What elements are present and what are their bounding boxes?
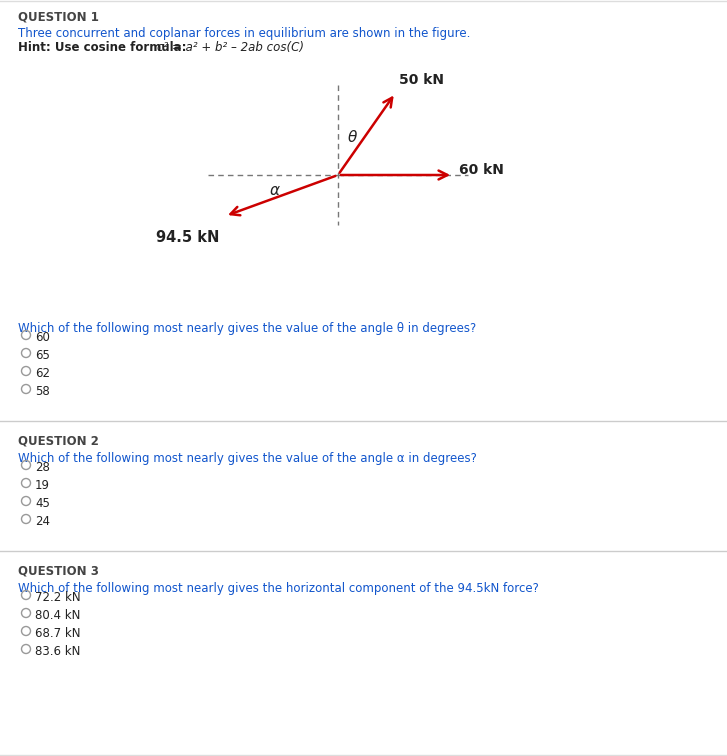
Text: QUESTION 2: QUESTION 2 — [18, 434, 99, 447]
Text: QUESTION 1: QUESTION 1 — [18, 11, 99, 24]
Text: 83.6 kN: 83.6 kN — [35, 645, 81, 658]
Text: 68.7 kN: 68.7 kN — [35, 627, 81, 640]
Text: Hint: Use cosine formula:: Hint: Use cosine formula: — [18, 41, 190, 54]
Text: Which of the following most nearly gives the value of the angle θ in degrees?: Which of the following most nearly gives… — [18, 322, 476, 335]
Text: QUESTION 3: QUESTION 3 — [18, 564, 99, 577]
Text: 45: 45 — [35, 497, 50, 510]
Text: Which of the following most nearly gives the horizontal component of the 94.5kN : Which of the following most nearly gives… — [18, 582, 539, 595]
Text: Which of the following most nearly gives the value of the angle α in degrees?: Which of the following most nearly gives… — [18, 452, 477, 465]
Text: 94.5 kN: 94.5 kN — [156, 230, 220, 245]
Text: 58: 58 — [35, 385, 49, 398]
Text: c² = a² + b² – 2ab cos(C): c² = a² + b² – 2ab cos(C) — [157, 41, 304, 54]
Text: α: α — [270, 183, 280, 198]
Text: Three concurrent and coplanar forces in equilibrium are shown in the figure.: Three concurrent and coplanar forces in … — [18, 27, 470, 40]
Text: 65: 65 — [35, 349, 50, 362]
Text: 24: 24 — [35, 515, 50, 528]
Text: 60 kN: 60 kN — [459, 163, 504, 177]
Text: 80.4 kN: 80.4 kN — [35, 609, 81, 622]
Text: 72.2 kN: 72.2 kN — [35, 591, 81, 604]
Text: 19: 19 — [35, 479, 50, 492]
Text: 60: 60 — [35, 331, 50, 344]
Text: 62: 62 — [35, 367, 50, 380]
Text: 50 kN: 50 kN — [399, 73, 444, 87]
Text: 28: 28 — [35, 461, 50, 474]
Text: θ: θ — [348, 130, 358, 145]
